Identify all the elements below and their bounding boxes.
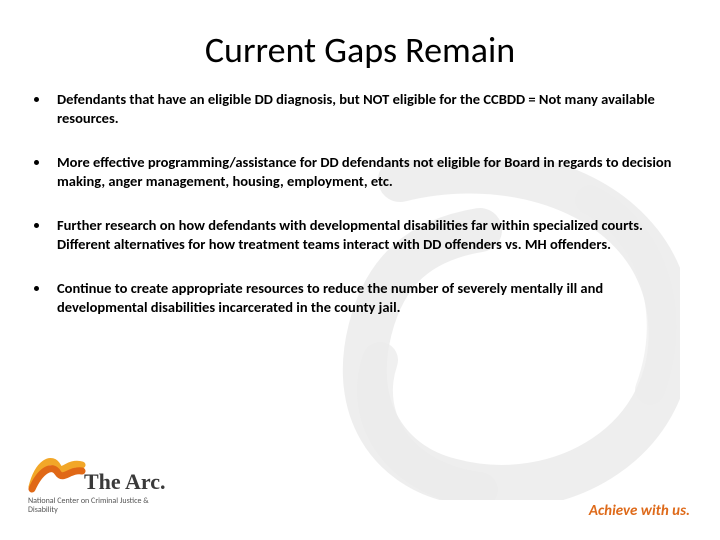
bullet-text: More effective programming/assistance fo… bbox=[57, 153, 686, 190]
bullet-item: More effective programming/assistance fo… bbox=[34, 153, 686, 190]
bullet-item: Further research on how defendants with … bbox=[34, 216, 686, 253]
logo-mark: The Arc. bbox=[28, 453, 208, 493]
bullet-dot-icon bbox=[34, 223, 39, 228]
logo-swoosh-icon bbox=[28, 453, 86, 493]
bullet-text: Continue to create appropriate resources… bbox=[57, 279, 686, 316]
bullet-list: Defendants that have an eligible DD diag… bbox=[28, 90, 692, 316]
tagline: Achieve with us. bbox=[589, 502, 690, 520]
bullet-text: Further research on how defendants with … bbox=[57, 216, 686, 253]
slide: Current Gaps Remain Defendants that have… bbox=[0, 0, 720, 540]
bullet-dot-icon bbox=[34, 286, 39, 291]
bullet-item: Continue to create appropriate resources… bbox=[34, 279, 686, 316]
bullet-dot-icon bbox=[34, 160, 39, 165]
logo-subtext: National Center on Criminal Justice & Di… bbox=[28, 497, 168, 516]
bullet-item: Defendants that have an eligible DD diag… bbox=[34, 90, 686, 127]
bullet-dot-icon bbox=[34, 97, 39, 102]
slide-title: Current Gaps Remain bbox=[28, 28, 692, 72]
bullet-text: Defendants that have an eligible DD diag… bbox=[57, 90, 686, 127]
arc-logo: The Arc. National Center on Criminal Jus… bbox=[28, 453, 208, 516]
logo-name: The Arc. bbox=[84, 469, 165, 495]
